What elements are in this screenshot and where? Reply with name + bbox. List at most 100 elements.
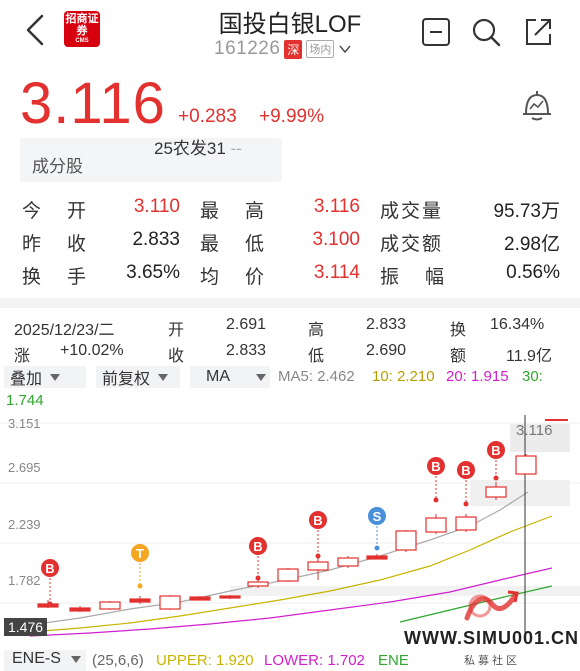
- quote-label: 昨收: [22, 234, 113, 255]
- ene-params: (25,6,6): [92, 652, 144, 669]
- price-band: [510, 424, 570, 452]
- code-line[interactable]: 161226 深 场内: [214, 38, 352, 60]
- kline-close: 2.833: [226, 342, 267, 359]
- candle: [337, 557, 359, 567]
- back-icon[interactable]: [22, 12, 50, 48]
- candle: [99, 601, 121, 610]
- broker-logo: 招商证券 CMS: [64, 11, 100, 47]
- marker-dot: [463, 501, 469, 507]
- y-tick-2: 2.695: [8, 460, 41, 475]
- ene-lower: LOWER: 1.702: [264, 652, 365, 669]
- ene-dropdown[interactable]: ENE-S: [4, 650, 86, 671]
- candle: [277, 568, 299, 582]
- quote-value: 3.100: [312, 229, 360, 250]
- candle: [129, 598, 151, 603]
- marker-dot: [47, 601, 53, 607]
- candle: [69, 607, 91, 612]
- marker-dot: [137, 583, 143, 589]
- kline-amount: 11.9亿: [506, 348, 552, 365]
- quote-value: 2.833: [132, 229, 180, 250]
- marker-dot: [374, 545, 380, 551]
- quote-value: 3.114: [313, 262, 360, 283]
- adjust-dropdown[interactable]: 前复权: [96, 366, 180, 388]
- quote-label: 成交量: [380, 201, 444, 222]
- kline-high: 2.833: [366, 316, 407, 333]
- price-change-pct: +9.99%: [259, 106, 324, 127]
- dropdown-triangle-icon: [256, 373, 266, 381]
- marker-badge-B: [309, 511, 327, 529]
- page-title: 国投白银LOF: [218, 11, 362, 38]
- quote-label: 最高: [200, 201, 291, 222]
- marker-letter: B: [491, 443, 500, 458]
- trade-markers: B T B B S B B B: [41, 441, 505, 607]
- search-icon[interactable]: [470, 16, 502, 48]
- marker-letter: B: [253, 539, 262, 554]
- marker-letter: T: [136, 546, 144, 561]
- quote-value: 3.110: [133, 196, 180, 217]
- y-tick-3: 2.239: [8, 517, 41, 532]
- market-tag: 场内: [306, 40, 335, 58]
- marker-letter: B: [431, 459, 440, 474]
- candles: [37, 454, 537, 612]
- component-label: 成分股: [32, 157, 83, 176]
- price-band: [230, 586, 580, 596]
- price-alert-icon[interactable]: [520, 88, 554, 122]
- candle: [189, 596, 211, 601]
- dropdown-triangle-icon: [50, 373, 61, 381]
- overlay-dropdown[interactable]: 叠加: [4, 366, 86, 388]
- component-stock-bar[interactable]: 成分股: [20, 138, 282, 182]
- price-change: +0.283: [178, 106, 237, 127]
- quote-label: 换手: [22, 267, 113, 288]
- kline-date: 2025/12/23/二: [14, 322, 115, 339]
- kline-chg-label: 涨: [14, 348, 31, 365]
- current-price: 3.116: [20, 71, 166, 136]
- ma20-line: [29, 567, 553, 637]
- quote-value: 3.116: [313, 196, 360, 217]
- header: 招商证券 CMS 国投白银LOF 161226 深 场内: [0, 0, 580, 66]
- share-icon[interactable]: [522, 16, 554, 48]
- dropdown-triangle-icon: [71, 656, 82, 663]
- ma10-line: [29, 515, 553, 633]
- indicator-dropdown[interactable]: MA: [190, 366, 270, 388]
- ene-value: ENE: 1.811: [378, 652, 408, 669]
- kline-high-label: 高: [308, 322, 325, 339]
- watermark-logo-icon: [464, 590, 519, 621]
- component-tip[interactable]: 25农发31 --: [154, 139, 242, 158]
- ma10-value: 10: 2.210: [372, 368, 435, 385]
- quote-value: 2.98亿: [504, 234, 560, 255]
- marker-letter: S: [373, 509, 382, 524]
- exchange-tag: 深: [284, 39, 303, 59]
- watermark-sub: 私募社区: [464, 655, 520, 667]
- kline-chart[interactable]: B T B B S B B B: [0, 410, 580, 642]
- y-tick-1: 3.151: [8, 416, 41, 431]
- kline-turnover: 16.34%: [490, 316, 545, 333]
- marker-badge-B: [41, 559, 59, 577]
- marker-dot: [433, 497, 439, 503]
- marker-badge-S: [368, 507, 386, 525]
- ma5-value: MA5: 2.462: [278, 368, 355, 385]
- minus-box-icon[interactable]: [420, 16, 452, 48]
- ma20-value: 20: 1.915: [446, 368, 509, 385]
- marker-letter: B: [313, 513, 322, 528]
- kline-open-label: 开: [168, 322, 185, 339]
- marker-badge-B: [249, 537, 267, 555]
- marker-letter: B: [45, 561, 54, 576]
- candle: [247, 581, 269, 587]
- ma30-label: 30:: [522, 368, 543, 385]
- kline-open: 2.691: [226, 316, 267, 333]
- marker-letter: B: [461, 463, 470, 478]
- marker-badge-B: [457, 461, 475, 479]
- chevron-down-icon[interactable]: [338, 42, 352, 56]
- watermark-url: WWW.SIMU001.CN: [404, 628, 580, 648]
- ma30-value: 1.744: [6, 392, 44, 409]
- candle: [515, 455, 537, 475]
- stock-code: 161226: [214, 38, 281, 59]
- y-tick-4: 1.782: [8, 573, 41, 588]
- last-price-label: 3.116: [516, 422, 553, 439]
- candle: [159, 595, 181, 610]
- ene-upper: UPPER: 1.920: [156, 652, 254, 669]
- marker-dot: [493, 475, 499, 481]
- marker-dot: [255, 575, 261, 581]
- quote-value: 0.56%: [506, 262, 560, 283]
- kline-close-label: 收: [168, 348, 185, 365]
